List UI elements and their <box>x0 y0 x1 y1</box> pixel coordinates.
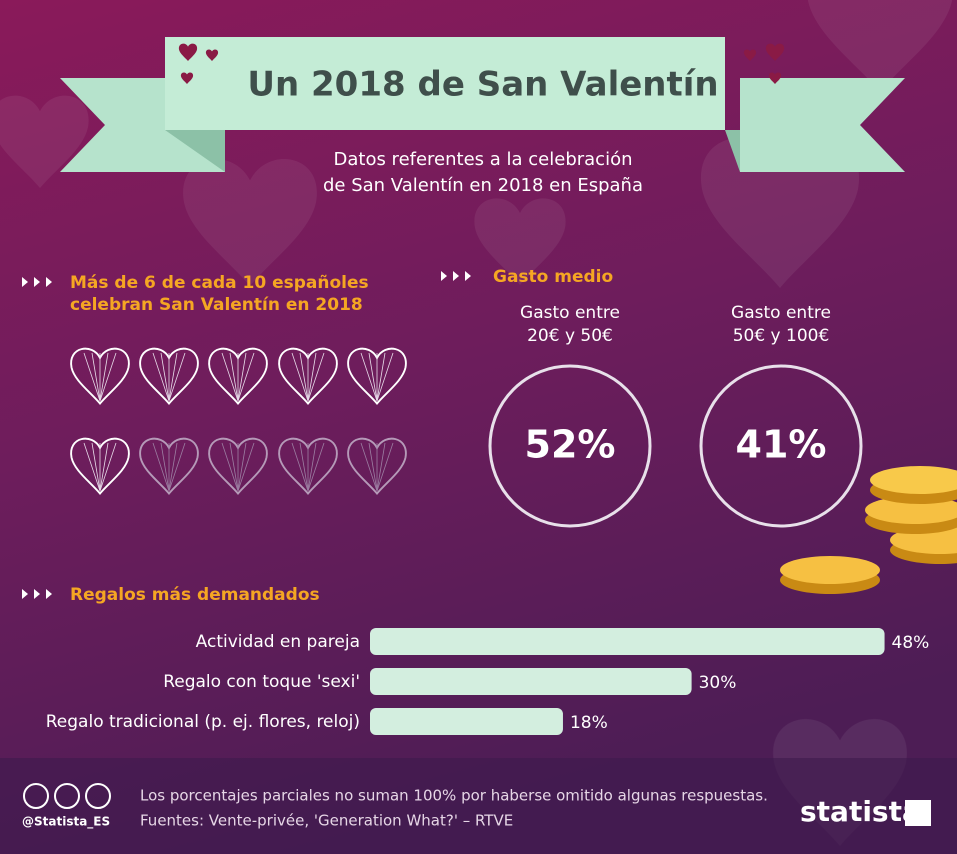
heart-facet <box>237 352 255 402</box>
heart-facet <box>229 442 239 492</box>
heart-facet <box>237 442 255 492</box>
heart-facet <box>368 352 378 402</box>
heart-facet <box>160 352 170 402</box>
heart-facet <box>221 352 239 402</box>
spending-label: Gasto entre <box>520 303 620 323</box>
section-title: celebran San Valentín en 2018 <box>70 295 363 315</box>
bar-label: Regalo con toque 'sexi' <box>163 672 360 692</box>
heart-facet <box>360 352 378 402</box>
brand: statista <box>800 795 921 828</box>
heart-facet <box>307 442 325 492</box>
heart-facet <box>307 352 317 402</box>
brand-logo <box>905 800 931 826</box>
footnote: Los porcentajes parciales no suman 100% … <box>140 787 768 805</box>
heart-facet <box>307 442 317 492</box>
title: Un 2018 de San Valentín <box>247 65 718 105</box>
arrows <box>22 271 471 599</box>
spending-label: 50€ y 100€ <box>733 326 830 346</box>
heart-facet <box>99 352 117 402</box>
bar <box>370 708 563 735</box>
heart-facet <box>91 442 101 492</box>
heart-facet <box>299 442 309 492</box>
heart-facet <box>376 442 394 492</box>
bar-label: Regalo tradicional (p. ej. flores, reloj… <box>46 712 360 732</box>
spending-label: 20€ y 50€ <box>527 326 613 346</box>
heart-facet <box>168 442 186 492</box>
heart-facet <box>91 352 101 402</box>
section-title: Más de 6 de cada 10 españoles <box>70 273 369 293</box>
bar <box>370 628 885 655</box>
footer-band <box>0 758 957 854</box>
license-icons <box>23 783 111 809</box>
subtitle: Datos referentes a la celebración <box>334 149 633 170</box>
spending-label: Gasto entre <box>731 303 831 323</box>
heart-facet <box>152 442 170 492</box>
heart-facet <box>160 442 170 492</box>
spending-circle <box>488 364 652 528</box>
spending-circle <box>699 364 863 528</box>
heart-facet <box>168 442 178 492</box>
heart-facet <box>368 442 378 492</box>
bar-label: Actividad en pareja <box>196 632 360 652</box>
ribbon <box>60 37 905 172</box>
heart-facet <box>307 352 325 402</box>
heart-facet <box>376 442 386 492</box>
handle: @Statista_ES <box>22 815 110 830</box>
value-label: 48% <box>892 633 930 653</box>
spending-value: 41% <box>736 423 827 467</box>
heart-facet <box>229 352 239 402</box>
subtitle: de San Valentín en 2018 en España <box>323 175 643 196</box>
heart-facet <box>99 442 109 492</box>
heart-facet <box>360 442 378 492</box>
value-label: 18% <box>570 713 608 733</box>
heart-facet <box>152 352 170 402</box>
footnote: Fuentes: Vente-privée, 'Generation What?… <box>140 812 513 830</box>
heart-facet <box>291 442 309 492</box>
heart-facet <box>291 352 309 402</box>
bar <box>370 668 692 695</box>
heart-facet <box>237 352 247 402</box>
heart-facet <box>99 442 117 492</box>
spending-value: 52% <box>525 423 616 467</box>
heart-facet <box>299 352 309 402</box>
heart-facet <box>376 352 386 402</box>
heart-facet <box>168 352 186 402</box>
heart-facet <box>237 442 247 492</box>
heart-facet <box>168 352 178 402</box>
section-title: Regalos más demandados <box>70 585 320 605</box>
value-label: 30% <box>699 673 737 693</box>
heart-facet <box>221 442 239 492</box>
heart-facet <box>83 442 101 492</box>
coins <box>780 466 957 594</box>
section-title: Gasto medio <box>493 267 613 287</box>
heart-facet <box>99 352 109 402</box>
heart-facet <box>376 352 394 402</box>
heart-facet <box>83 352 101 402</box>
